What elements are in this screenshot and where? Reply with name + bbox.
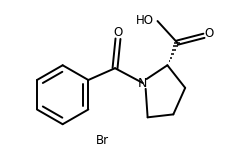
Text: HO: HO <box>136 14 154 27</box>
Text: N: N <box>138 77 147 90</box>
Text: O: O <box>204 27 213 40</box>
Text: Br: Br <box>96 134 109 147</box>
Text: O: O <box>113 26 123 39</box>
